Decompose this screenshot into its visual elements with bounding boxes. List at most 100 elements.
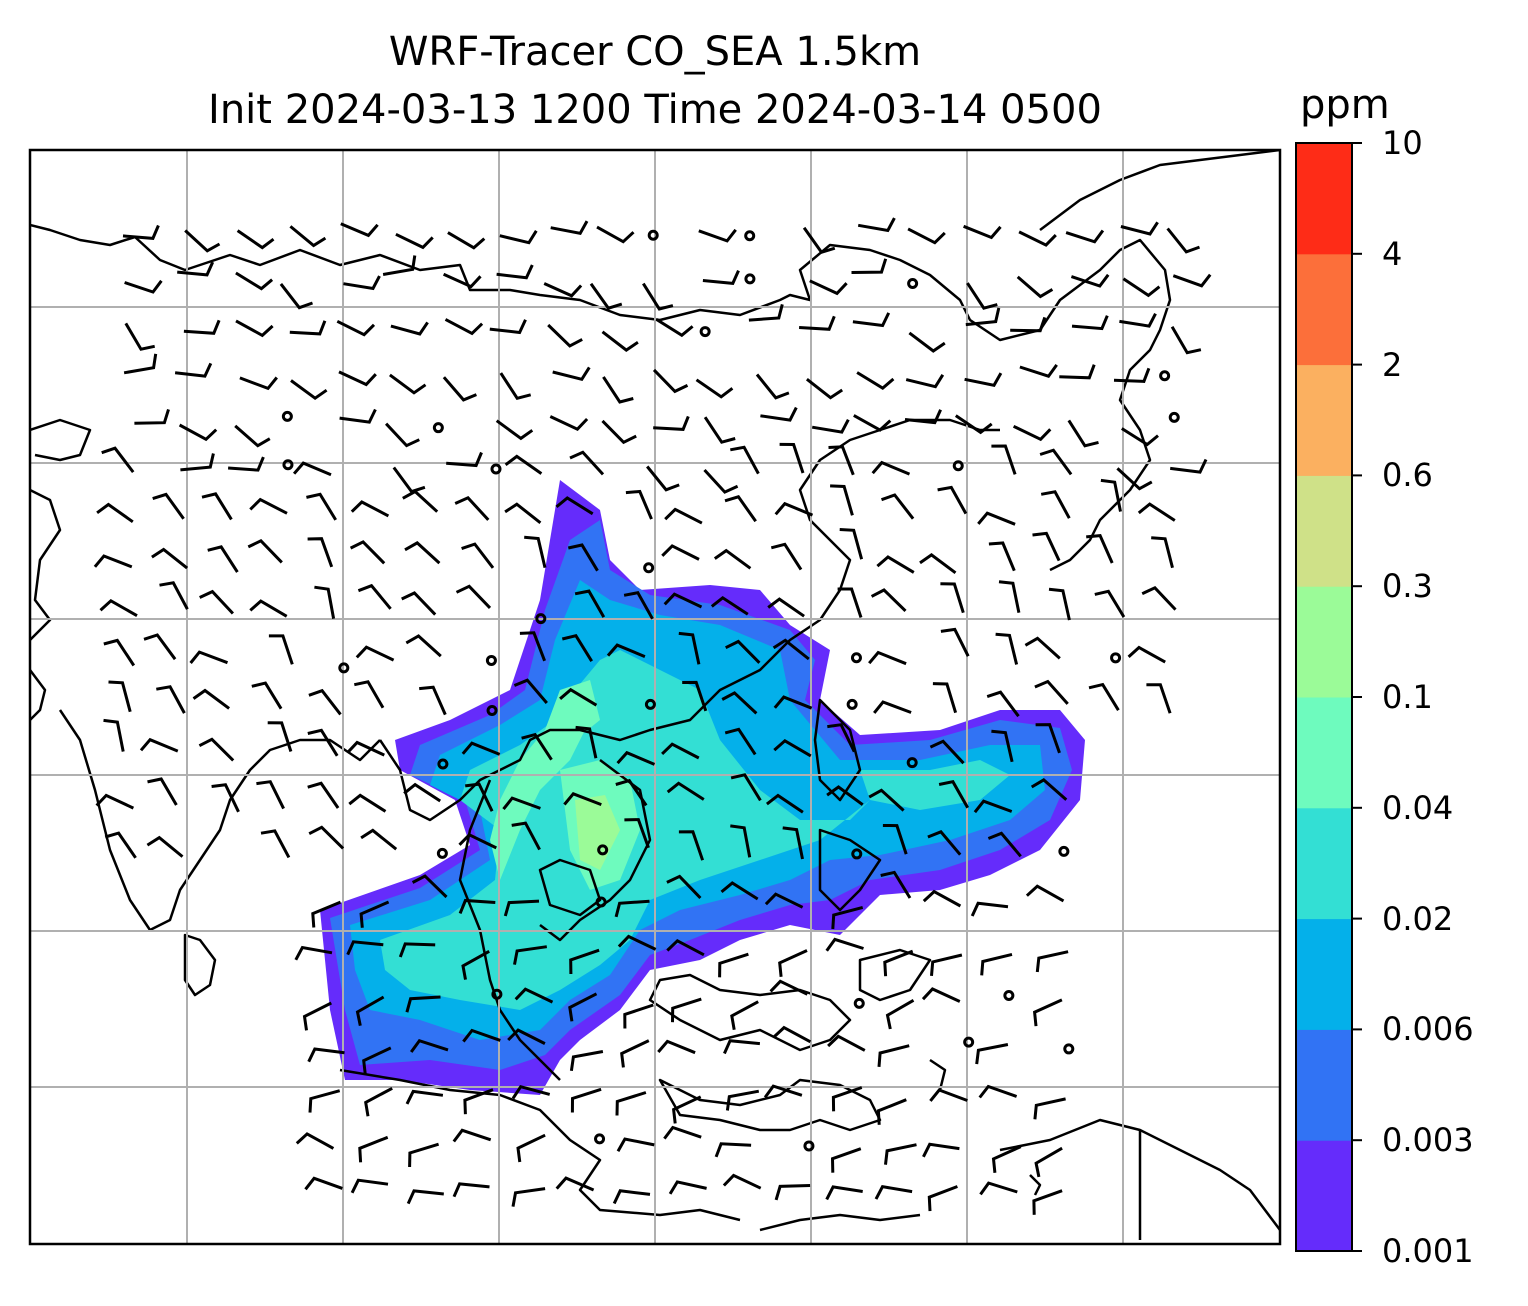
wind-barb xyxy=(1018,230,1057,247)
wind-barb xyxy=(668,1180,707,1195)
map-gridlines xyxy=(30,150,1280,1244)
wind-barb xyxy=(929,1088,968,1102)
wind-barb xyxy=(921,987,961,1003)
wind-barb xyxy=(1040,490,1071,519)
wind-barb xyxy=(405,1089,444,1105)
calm-wind-circle xyxy=(491,988,503,1000)
wind-barb xyxy=(616,1137,655,1152)
wind-barb xyxy=(96,502,134,524)
wind-barb xyxy=(652,368,689,394)
calm-wind-circle xyxy=(1110,652,1122,664)
calm-wind-circle xyxy=(535,613,547,625)
wind-barb xyxy=(1094,589,1126,618)
wind-barb xyxy=(1067,419,1099,448)
wind-barb xyxy=(99,598,138,618)
wind-barb xyxy=(885,999,915,1030)
wind-barb xyxy=(346,740,385,757)
wind-barb xyxy=(773,738,812,758)
wind-barb xyxy=(489,319,527,335)
wind-barb xyxy=(1019,364,1058,378)
calm-wind-circle xyxy=(490,463,502,475)
wind-barb xyxy=(856,371,895,390)
wind-barb xyxy=(970,901,1009,917)
wind-barb xyxy=(364,1086,393,1117)
wind-barb xyxy=(938,780,970,809)
wind-barb xyxy=(555,1176,595,1192)
wind-barb xyxy=(454,495,490,521)
wind-barb xyxy=(773,695,813,710)
wind-barb xyxy=(954,414,993,435)
wind-barb xyxy=(657,1039,696,1055)
wind-barb xyxy=(825,1185,863,1201)
calm-wind-circle xyxy=(744,273,756,285)
colorbar-block-3 xyxy=(1296,807,1352,920)
wind-barb xyxy=(1032,998,1063,1027)
wind-barb xyxy=(1032,1189,1063,1215)
wind-barb xyxy=(552,366,591,382)
wind-barb xyxy=(463,1088,494,1115)
wind-barb xyxy=(292,461,332,477)
wind-barb xyxy=(718,952,749,978)
wind-barb xyxy=(124,322,156,351)
wind-barb xyxy=(152,492,185,520)
wind-barb xyxy=(201,492,233,521)
wind-barb xyxy=(839,528,864,560)
wind-barb xyxy=(978,1084,1018,1099)
wind-barb xyxy=(882,824,908,855)
colorbar-block-9 xyxy=(1296,143,1352,255)
wind-barb xyxy=(778,949,808,977)
wind-barb xyxy=(314,585,336,619)
wind-barb xyxy=(452,1128,492,1143)
wind-barb xyxy=(1071,315,1109,331)
wind-barb xyxy=(575,725,598,759)
wind-barb xyxy=(385,422,420,448)
wind-barb xyxy=(355,995,385,1027)
wind-barb xyxy=(549,415,589,432)
wind-barb xyxy=(774,501,814,517)
wind-barb xyxy=(922,1142,960,1158)
wind-barb xyxy=(725,1089,760,1111)
wind-barb xyxy=(235,319,274,338)
wind-barb xyxy=(868,650,907,666)
colorbar-block-6 xyxy=(1296,475,1352,587)
wind-barb xyxy=(357,583,392,610)
wind-barb xyxy=(857,217,896,233)
wind-barb xyxy=(880,493,915,520)
wind-barb xyxy=(251,681,283,710)
wind-barb xyxy=(601,419,637,445)
wind-barb xyxy=(616,750,656,766)
wind-barb xyxy=(302,1001,332,1031)
calm-wind-circle xyxy=(597,844,609,856)
wind-barb xyxy=(991,729,1014,763)
wind-barb xyxy=(666,874,702,900)
wind-barb xyxy=(249,599,288,618)
wind-barb xyxy=(570,1087,602,1113)
wind-barb xyxy=(567,543,599,572)
wind-barb xyxy=(805,378,844,400)
wind-barb xyxy=(930,953,963,977)
wind-barb xyxy=(779,442,805,474)
wind-barb xyxy=(359,900,390,928)
wind-barb xyxy=(873,700,912,714)
colorbar-block-4 xyxy=(1296,697,1352,809)
wind-barb xyxy=(772,638,810,661)
colorbar-block-8 xyxy=(1296,253,1352,366)
wind-barb xyxy=(290,379,328,401)
wind-barb xyxy=(703,468,739,494)
wind-barb xyxy=(1146,683,1172,714)
wind-barb xyxy=(550,220,589,235)
wind-barb xyxy=(174,362,213,378)
wind-barb xyxy=(986,690,1020,718)
wind-barb xyxy=(661,544,700,561)
calm-wind-circle xyxy=(1063,1043,1075,1055)
wind-barb xyxy=(499,230,538,245)
wind-barb xyxy=(1121,427,1159,447)
calm-wind-circle xyxy=(595,896,607,908)
wind-barb xyxy=(461,949,490,980)
wind-barb xyxy=(308,688,342,716)
wind-barb xyxy=(1039,448,1073,476)
wind-barb xyxy=(159,581,189,610)
wind-barb xyxy=(748,304,784,322)
wind-barb xyxy=(511,821,541,851)
wind-barb xyxy=(624,818,650,849)
